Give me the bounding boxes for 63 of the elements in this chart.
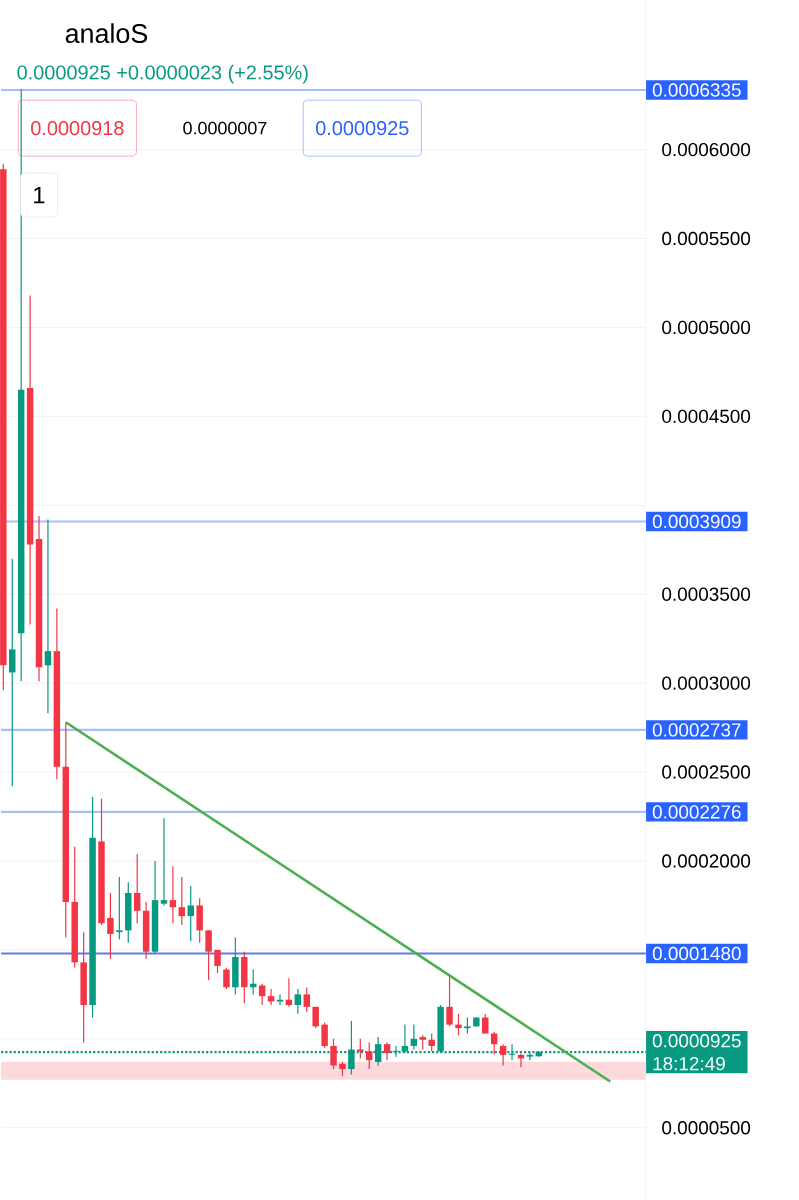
candlestick [205,929,212,981]
candlestick [134,853,141,924]
candlestick [223,967,230,990]
y-tick-label: 0.0003000 [662,676,751,690]
candlestick [9,558,16,787]
candlestick [294,988,302,1015]
candlestick [125,881,132,944]
candlestick [18,88,25,682]
ref-line-label: 0.0000925 [652,1034,741,1048]
candlestick [366,1041,373,1070]
y-tick-label: 0.0004500 [662,409,751,424]
candlestick [169,865,177,924]
candlestick [71,846,79,969]
ref-line-label: 0.0003909 [652,514,741,529]
ref-line-label: 0.0002276 [652,805,741,819]
candlestick [410,1024,418,1051]
candlestick [44,518,52,714]
candlestick [312,1006,319,1029]
candlestick [62,721,70,939]
candlestick [178,876,186,926]
candlestick [89,796,96,1019]
candlestick [187,885,195,942]
candlestick [446,974,453,1027]
y-tick-label: 0.0000500 [662,1121,751,1135]
ref-line-label: 0.0001480 [652,946,741,961]
candlestick [116,876,123,940]
y-tick-label: 0.0006000 [662,142,751,157]
candlestick [499,1043,507,1067]
candlestick [321,1022,328,1049]
annotation: 0.0000925 [316,121,409,136]
candlestick [160,817,168,907]
y-tick-label: 0.0005500 [662,231,751,246]
annotation: 0.0000925 +0.0000023 (+2.55%) [17,64,308,84]
candlestick [196,897,203,944]
candlestick [258,983,266,1006]
annotation: 0.0000918 [31,121,124,136]
ref-line-label: 0.0002737 [652,723,741,737]
annotation: 1 [34,186,45,204]
y-tick-label: 0.0002500 [662,765,751,779]
y-tick-label: 0.0005000 [662,320,751,335]
candlestick [142,901,150,960]
candlestick [26,294,34,626]
candlestick [482,1013,489,1035]
text: 18:12:49 [653,1056,725,1071]
candlestick [107,892,114,960]
candlestick [232,936,239,995]
candlestick [455,1013,462,1036]
annotation: 0.0000007 [183,121,267,135]
candlestick [0,163,7,691]
ref-line-label: 0.0006335 [652,83,741,97]
candlestick [151,860,159,955]
text: analoS [65,23,148,44]
candlestick [241,951,248,1004]
y-tick-label: 0.0003500 [662,587,751,601]
candlestick [214,949,221,974]
candlestick [330,1038,337,1070]
candlestick [53,607,61,780]
y-tick-label: 0.0002000 [662,854,751,868]
candlestick [303,986,311,1013]
candlestick [35,515,43,682]
candlestick [98,798,105,926]
candlestick [348,1020,355,1076]
candlestick [80,931,87,1043]
